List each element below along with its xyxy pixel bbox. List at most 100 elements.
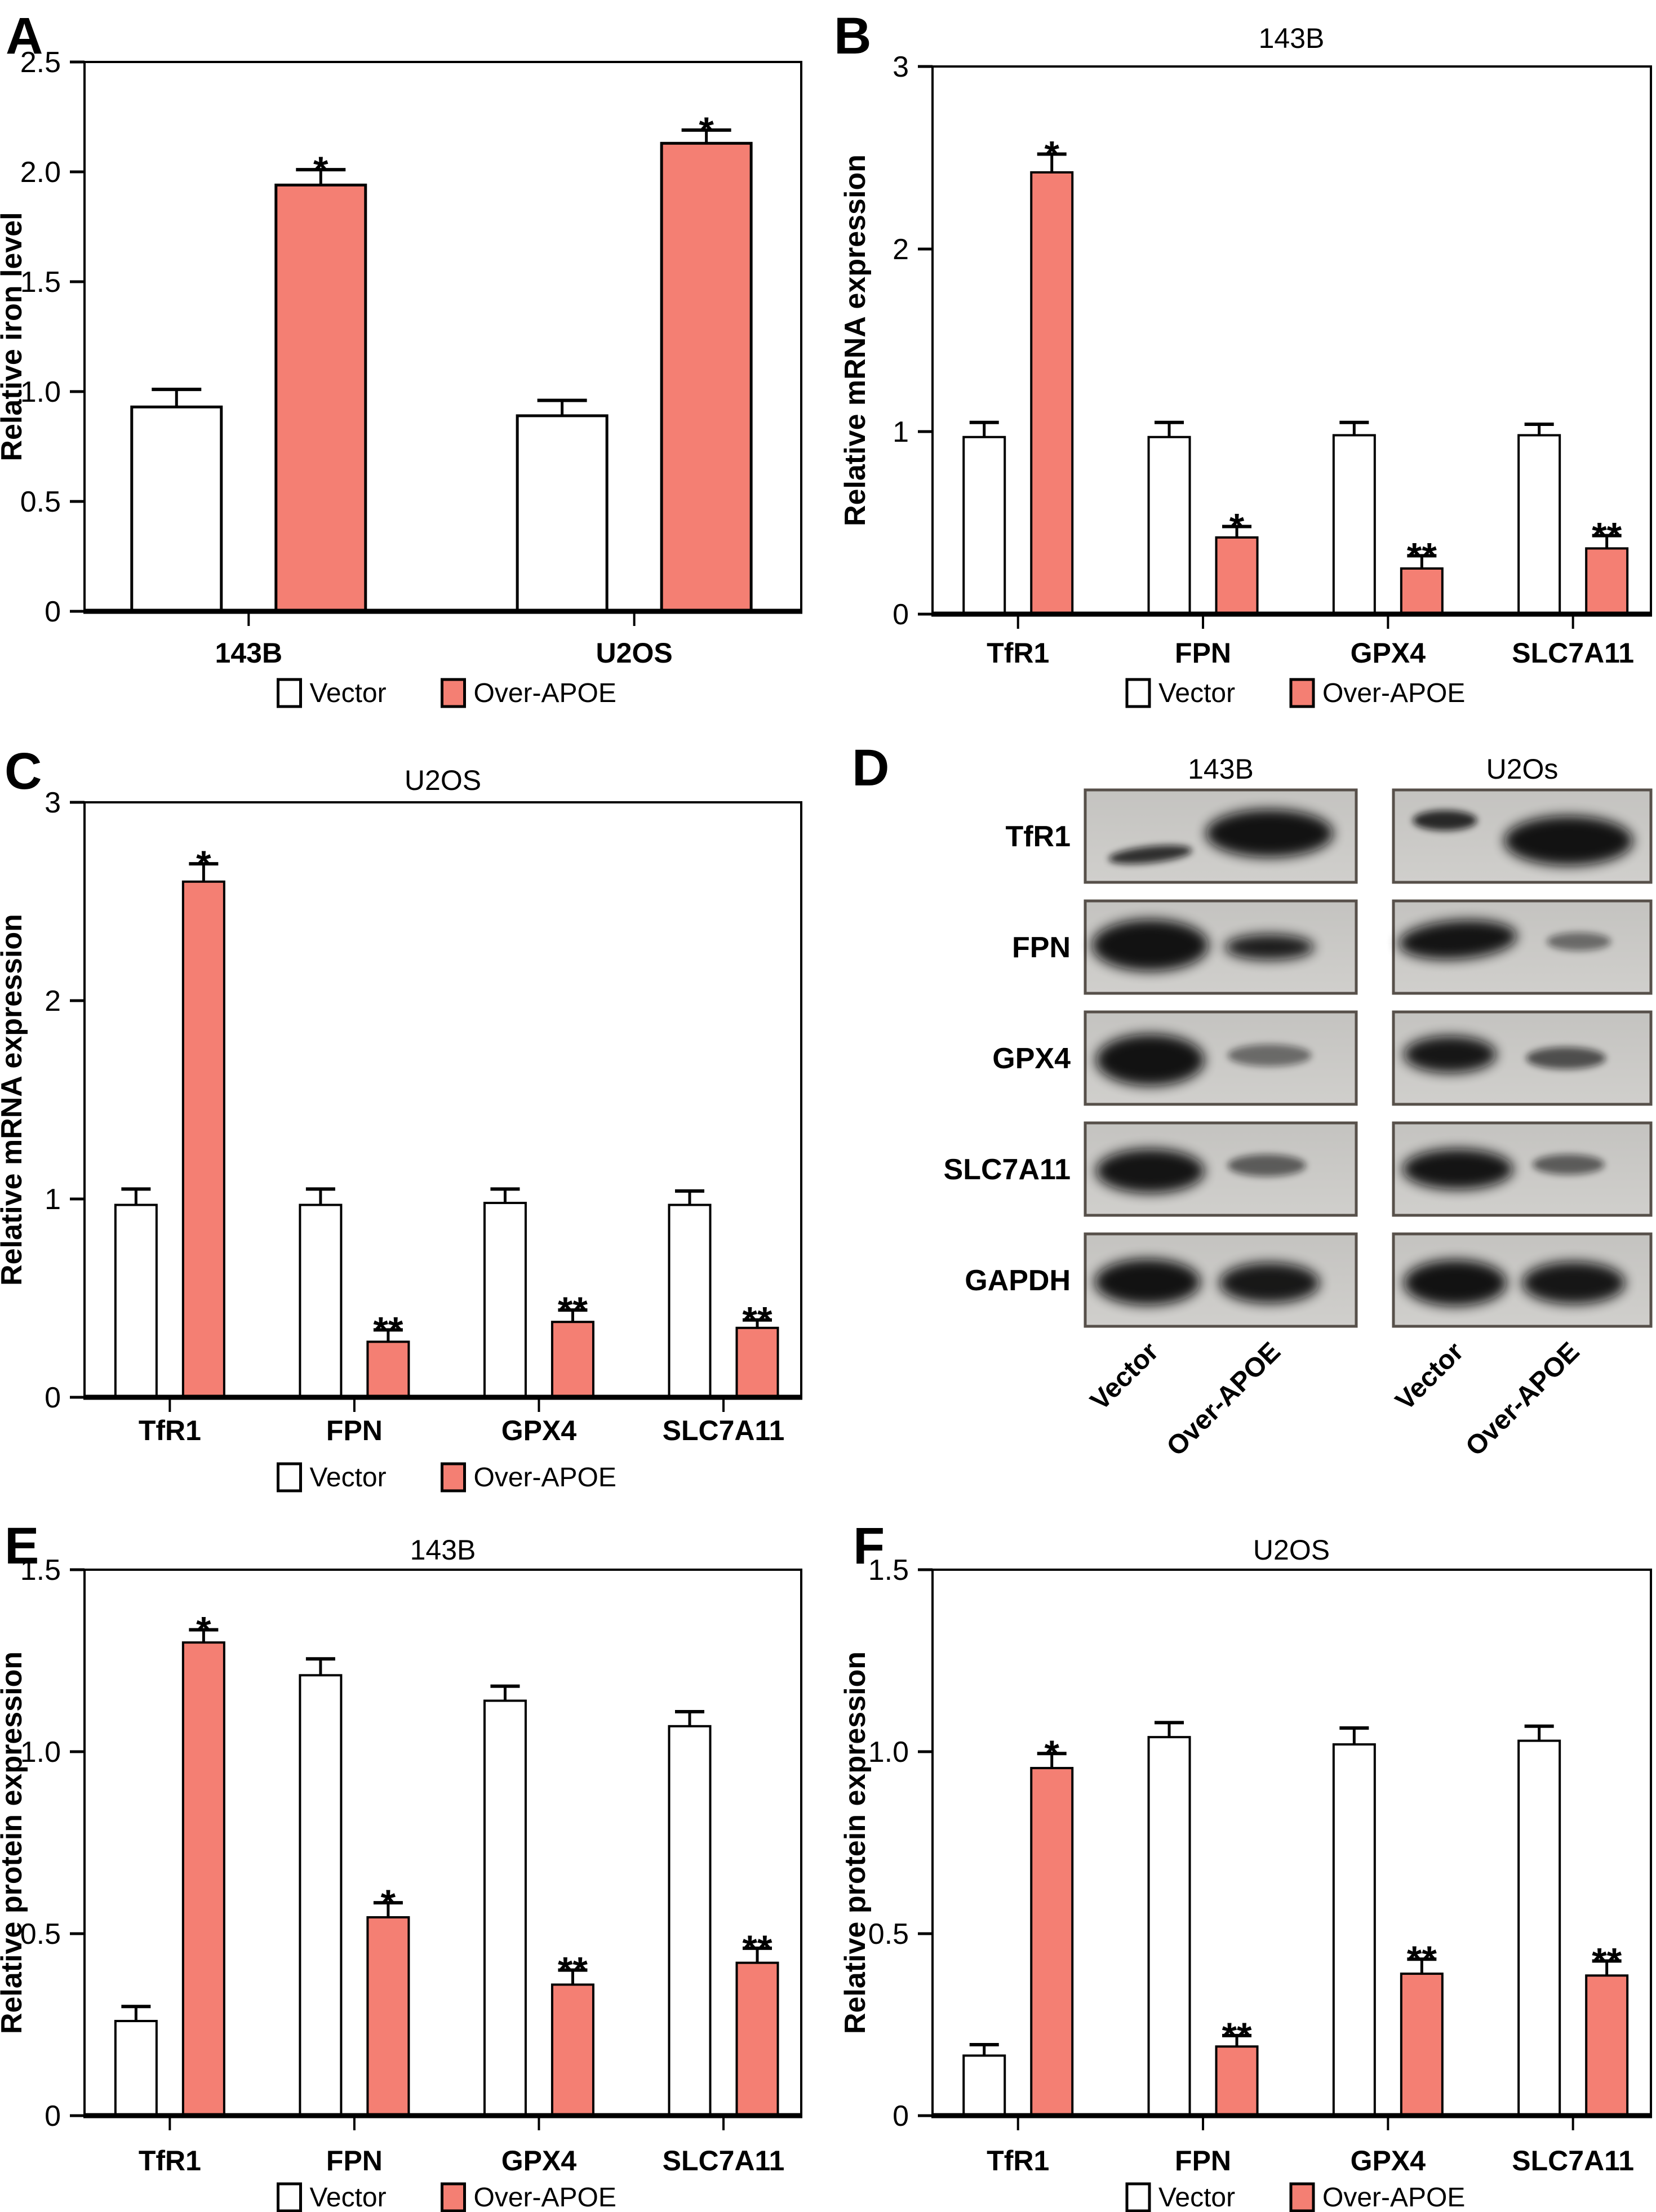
y-axis-tick-label: 0.5 xyxy=(20,1918,61,1951)
y-axis-tick-label: 2.0 xyxy=(20,156,61,189)
legend-swatch-over-apoe xyxy=(441,1462,466,1493)
blot-lane-label-over-apoe-3: Over-APOE xyxy=(1460,1336,1585,1462)
panel-letter-f: F xyxy=(853,1517,885,1575)
bar-vector-gpx4 xyxy=(1332,434,1376,615)
y-axis-tick-label: 0 xyxy=(893,598,909,631)
y-axis-tick-label: 2 xyxy=(893,233,909,266)
panel-e-chart: E 143B 0 0.5 1.0 1.5 Relative protein expressi… xyxy=(0,1517,802,2212)
significance-marker: ** xyxy=(1222,2015,1252,2058)
protein-band xyxy=(1227,1044,1312,1067)
significance-marker: ** xyxy=(743,1299,772,1342)
category-label-tfr1: TfR1 xyxy=(139,2145,201,2177)
bar-over-apoe-u2os xyxy=(660,141,753,613)
y-axis-tick-label: 1.0 xyxy=(20,376,61,408)
bar-vector-slc7a11 xyxy=(668,1203,712,1399)
category-label-tfr1: TfR1 xyxy=(987,2145,1049,2177)
y-axis-tick-label: 3 xyxy=(45,787,61,819)
legend-swatch-over-apoe xyxy=(441,2182,466,2212)
y-axis-tick-label: 2.5 xyxy=(20,46,61,79)
bar-over-apoe-gpx4 xyxy=(550,1321,594,1398)
blot-column-title-143b: 143B xyxy=(1188,753,1254,785)
bar-vector-tfr1 xyxy=(962,436,1006,615)
category-label-fpn: FPN xyxy=(326,2145,383,2177)
significance-marker: * xyxy=(1229,505,1245,548)
category-label-slc7a11: SLC7A11 xyxy=(663,1415,785,1446)
protein-band xyxy=(1404,1259,1507,1306)
y-axis-tick-label: 0 xyxy=(45,1382,61,1414)
y-axis-title: Relative iron level xyxy=(0,212,28,461)
bar-vector-u2os xyxy=(516,414,609,613)
category-label-fpn: FPN xyxy=(326,1415,383,1446)
bar-vector-143b xyxy=(130,405,223,613)
bar-vector-tfr1 xyxy=(962,2054,1006,2117)
legend-swatch-vector xyxy=(1125,2182,1151,2212)
category-label-fpn: FPN xyxy=(1175,2145,1231,2177)
bar-over-apoe-tfr1 xyxy=(181,880,225,1399)
blot-row-label-gapdh: GAPDH xyxy=(965,1264,1071,1297)
bar-over-apoe-slc7a11 xyxy=(1585,547,1629,615)
significance-marker: * xyxy=(1044,1733,1059,1775)
category-label-gpx4: GPX4 xyxy=(501,1415,577,1446)
bar-vector-slc7a11 xyxy=(668,1725,712,2117)
category-label-143b: 143B xyxy=(215,637,283,669)
protein-band xyxy=(1219,1262,1320,1303)
chart-title: U2OS xyxy=(1253,1534,1330,1566)
bar-vector-tfr1 xyxy=(114,1203,158,1399)
legend-swatch-vector xyxy=(277,678,302,708)
chart-title: U2OS xyxy=(405,765,481,796)
blot-row-label-slc7a11: SLC7A11 xyxy=(944,1153,1071,1186)
category-label-tfr1: TfR1 xyxy=(139,1415,201,1446)
panel-letter-d: D xyxy=(852,739,889,797)
bar-vector-gpx4 xyxy=(483,1699,527,2117)
panel-f-chart: F U2OS 0 0.5 1.0 1.5 Relative protein expressi… xyxy=(839,1517,1652,2212)
blot-box-slc7a11-143b xyxy=(1084,1121,1358,1217)
y-axis-tick-label: 0 xyxy=(45,2100,61,2133)
bar-vector-tfr1 xyxy=(114,2020,158,2117)
legend-swatch-vector xyxy=(1125,678,1151,708)
y-axis-tick-label: 3 xyxy=(893,51,909,83)
protein-band xyxy=(1108,845,1192,864)
category-label-slc7a11: SLC7A11 xyxy=(663,2145,785,2177)
panel-letter-e: E xyxy=(5,1517,39,1575)
panel-d-western-blots: D 143B U2OsTfR1FPNGPX4SLC7A11GAPDHVectorOv… xyxy=(852,739,1653,1462)
bar-over-apoe-slc7a11 xyxy=(1585,1974,1629,2117)
y-axis-tick-label: 1.0 xyxy=(20,1736,61,1769)
y-axis-tick-label: 1.5 xyxy=(20,1554,61,1587)
protein-band xyxy=(1227,1154,1307,1177)
protein-band xyxy=(1224,934,1315,960)
category-label-fpn: FPN xyxy=(1175,637,1231,669)
protein-band xyxy=(1504,815,1633,866)
category-label-gpx4: GPX4 xyxy=(1351,637,1426,669)
significance-marker: ** xyxy=(558,1289,588,1332)
legend-label-vector: Vector xyxy=(1158,678,1235,708)
panel-c-chart: C U2OS 0 1 2 3 Relative mRNA expression TfR1 * FP… xyxy=(0,743,802,1493)
bar-over-apoe-tfr1 xyxy=(1030,171,1074,616)
protein-band xyxy=(1094,1259,1201,1305)
significance-marker: ** xyxy=(1592,1940,1622,1983)
blot-lane-label-vector-2: Vector xyxy=(1390,1336,1469,1416)
legend-label-over-apoe: Over-APOE xyxy=(1322,2183,1465,2212)
legend-label-over-apoe: Over-APOE xyxy=(1322,678,1465,708)
significance-marker: * xyxy=(313,149,328,192)
significance-marker: ** xyxy=(1592,515,1622,558)
blot-lane-label-vector-0: Vector xyxy=(1085,1336,1164,1416)
panel-letter-a: A xyxy=(6,7,43,65)
significance-marker: ** xyxy=(558,1949,588,1992)
chart-title: 143B xyxy=(1259,23,1325,54)
y-axis-tick-label: 0 xyxy=(893,2100,909,2133)
y-axis-tick-label: 1.5 xyxy=(868,1554,909,1587)
legend-swatch-vector xyxy=(277,1462,302,1493)
bar-vector-fpn xyxy=(299,1674,343,2117)
y-axis-tick-label: 1.5 xyxy=(20,266,61,299)
protein-band xyxy=(1092,919,1209,971)
category-label-slc7a11: SLC7A11 xyxy=(1512,2145,1634,2177)
y-axis-title: Relative mRNA expression xyxy=(0,914,28,1286)
blot-box-gapdh-143b xyxy=(1084,1232,1358,1328)
blot-box-slc7a11-u2os xyxy=(1392,1121,1653,1217)
y-axis-tick-label: 0.5 xyxy=(868,1918,909,1951)
protein-band xyxy=(1413,810,1477,831)
y-axis-tick-label: 2 xyxy=(45,985,61,1018)
y-axis-tick-label: 0.5 xyxy=(20,486,61,518)
